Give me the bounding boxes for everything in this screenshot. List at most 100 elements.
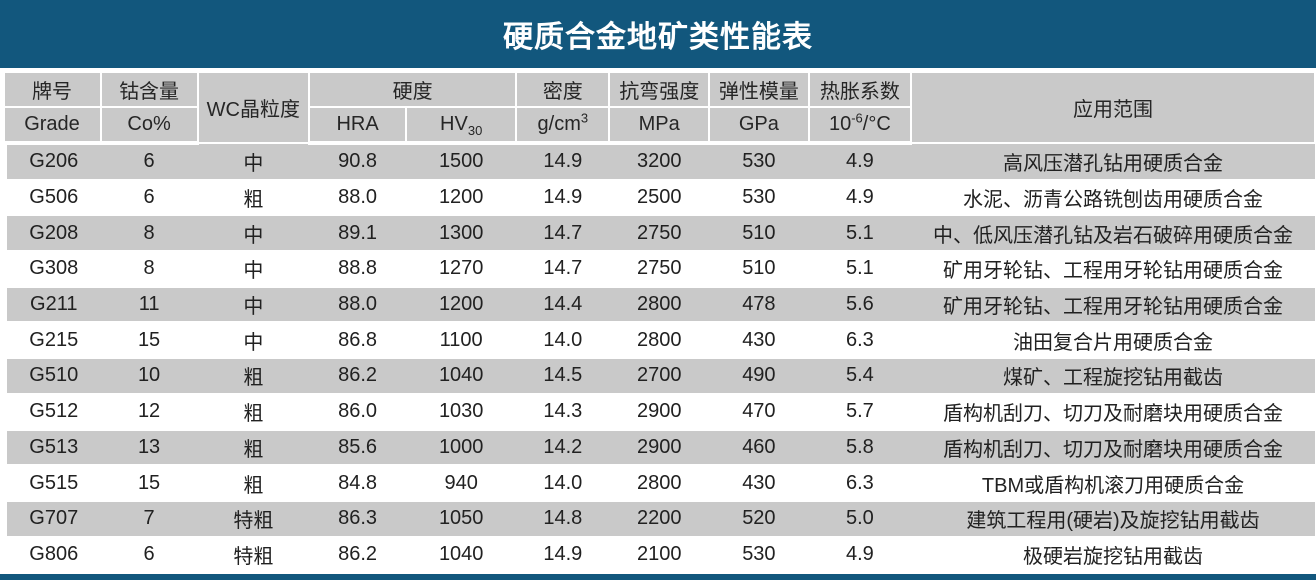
col-header-modulus-cn: 弹性模量: [708, 71, 810, 108]
cell-application: 盾构机刮刀、切刀及耐磨块用硬质合金: [911, 392, 1315, 430]
col-header-application: 应用范围: [910, 71, 1316, 144]
cell-modulus: 510: [709, 214, 809, 252]
cte-unit-rest: /°C: [862, 113, 891, 135]
col-header-density-cn: 密度: [515, 71, 611, 108]
cell-co: 8: [100, 250, 198, 287]
cell-hv: 1200: [406, 178, 517, 216]
cell-hv: 1200: [406, 285, 517, 323]
cell-density: 14.9: [516, 142, 610, 180]
title-bar: 硬质合金地矿类性能表: [0, 0, 1316, 68]
cell-trs: 2800: [609, 285, 710, 323]
cell-hv: 1270: [406, 250, 517, 287]
col-header-hra: HRA: [308, 106, 408, 145]
cell-hra: 89.1: [309, 214, 407, 252]
cell-hv: 1100: [406, 321, 517, 359]
cell-hra: 86.8: [309, 321, 407, 359]
table-row: G506 6 粗 88.0 1200 14.9 2500 530 4.9 水泥、沥青公路铣刨齿用硬…: [0, 178, 1315, 216]
cell-modulus: 430: [709, 321, 809, 359]
cell-application: 极硬岩旋挖钻用截齿: [911, 535, 1315, 572]
cell-density: 14.9: [516, 535, 610, 572]
col-header-grade-cn: 牌号: [2, 71, 102, 108]
cell-trs: 2900: [609, 428, 710, 466]
table-row: G208 8 中 89.1 1300 14.7 2750 510 5.1 中、低风压潜孔钻及岩石破…: [0, 214, 1315, 252]
cell-application: TBM或盾构机滚刀用硬质合金: [911, 464, 1315, 501]
density-unit-sup: 3: [580, 110, 589, 126]
cell-grade: G515: [0, 464, 101, 501]
cell-modulus: 530: [709, 142, 809, 180]
table-row: G512 12 粗 86.0 1030 14.3 2900 470 5.7 盾构机刮刀、切刀及耐磨…: [0, 392, 1315, 430]
cell-density: 14.5: [516, 357, 610, 394]
table-row: G515 15 粗 84.8 940 14.0 2800 430 6.3 TBM或盾构机滚刀用硬质…: [0, 464, 1315, 501]
cell-wc: 中: [197, 250, 310, 287]
cell-hra: 86.0: [309, 392, 407, 430]
cell-application: 矿用牙轮钻、工程用牙轮钻用硬质合金: [911, 250, 1315, 287]
table-row: G510 10 粗 86.2 1040 14.5 2700 490 5.4 煤矿、工程旋挖钻用截齿: [0, 357, 1315, 394]
cell-trs: 2500: [609, 178, 710, 216]
cell-hra: 88.0: [309, 285, 407, 323]
cell-cte: 6.3: [808, 321, 912, 359]
col-header-grade-en: Grade: [2, 106, 102, 145]
cell-trs: 2700: [609, 357, 710, 394]
cell-hra: 88.8: [309, 250, 407, 287]
cell-grade: G707: [0, 499, 101, 537]
cell-grade: G308: [0, 250, 101, 287]
cell-modulus: 530: [709, 178, 809, 216]
cell-density: 14.0: [516, 464, 610, 501]
cell-co: 7: [100, 499, 198, 537]
cell-wc: 粗: [197, 178, 310, 216]
cell-cte: 5.8: [808, 428, 912, 466]
cell-cte: 5.1: [808, 250, 912, 287]
cell-application: 高风压潜孔钻用硬质合金: [911, 142, 1315, 180]
cell-density: 14.8: [516, 499, 610, 537]
table-row: G308 8 中 88.8 1270 14.7 2750 510 5.1 矿用牙轮钻、工程用牙轮钻…: [0, 250, 1315, 287]
cell-cte: 4.9: [808, 535, 912, 572]
cell-density: 14.7: [516, 250, 610, 287]
cell-density: 14.4: [516, 285, 610, 323]
cell-cte: 4.9: [808, 178, 912, 216]
table-row: G211 11 中 88.0 1200 14.4 2800 478 5.6 矿用牙轮钻、工程用牙轮…: [0, 285, 1315, 323]
cell-hra: 86.2: [309, 357, 407, 394]
cell-modulus: 530: [709, 535, 809, 572]
cell-trs: 2100: [609, 535, 710, 572]
col-header-cte-unit: 10-6/°C: [807, 106, 913, 145]
cell-cte: 5.0: [808, 499, 912, 537]
cell-cte: 5.6: [808, 285, 912, 323]
col-header-trs-cn: 抗弯强度: [608, 71, 711, 108]
cell-grade: G208: [0, 214, 101, 252]
cell-wc: 中: [197, 214, 310, 252]
cell-cte: 4.9: [808, 142, 912, 180]
cell-application: 煤矿、工程旋挖钻用截齿: [911, 357, 1315, 394]
cell-wc: 粗: [197, 357, 310, 394]
cell-modulus: 490: [709, 357, 809, 394]
cell-modulus: 510: [709, 250, 809, 287]
cell-grade: G510: [0, 357, 101, 394]
col-header-co-en: Co%: [99, 106, 199, 145]
cell-cte: 5.4: [808, 357, 912, 394]
cell-hv: 1000: [406, 428, 517, 466]
cell-density: 14.7: [516, 214, 610, 252]
cell-hra: 84.8: [309, 464, 407, 501]
col-header-cte-cn: 热胀系数: [807, 71, 913, 108]
cell-application: 矿用牙轮钻、工程用牙轮钻用硬质合金: [911, 285, 1315, 323]
cell-density: 14.0: [516, 321, 610, 359]
cte-unit-base: 10: [828, 113, 852, 135]
cell-co: 6: [100, 142, 198, 180]
cell-co: 10: [100, 357, 198, 394]
cell-hv: 1040: [406, 535, 517, 572]
header-row-names: 牌号 钴含量 WC晶粒度 硬度 密度 抗弯强度 弹性模量 热胀系数 应用范围: [2, 71, 1316, 144]
cell-trs: 2750: [609, 214, 710, 252]
cell-application: 盾构机刮刀、切刀及耐磨块用硬质合金: [911, 428, 1315, 466]
cell-co: 15: [100, 321, 198, 359]
cell-grade: G211: [0, 285, 101, 323]
cell-trs: 3200: [609, 142, 710, 180]
performance-table: 牌号 钴含量 WC晶粒度 硬度 密度 抗弯强度 弹性模量 热胀系数 应用范围 G…: [0, 71, 1316, 572]
cell-co: 6: [100, 178, 198, 216]
density-unit-base: g/cm: [537, 113, 581, 135]
cell-modulus: 430: [709, 464, 809, 501]
cell-application: 油田复合片用硬质合金: [911, 321, 1315, 359]
col-header-wc-grain: WC晶粒度: [196, 71, 311, 144]
cell-grade: G506: [0, 178, 101, 216]
cell-modulus: 460: [709, 428, 809, 466]
cell-hv: 940: [406, 464, 517, 501]
